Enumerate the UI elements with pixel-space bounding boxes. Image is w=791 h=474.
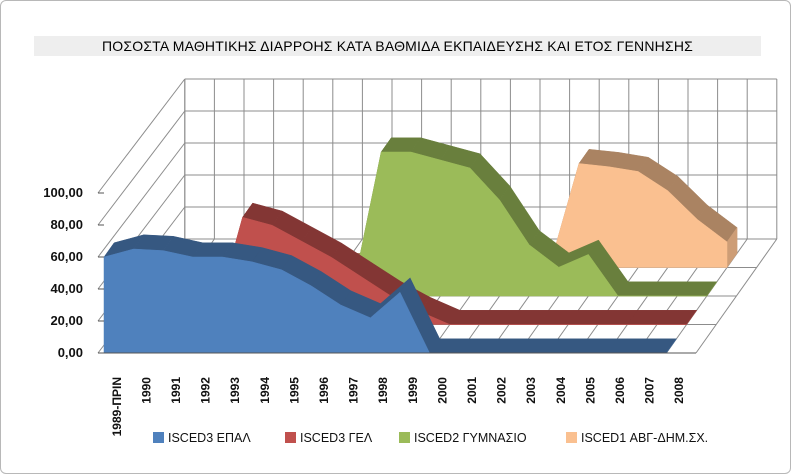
area-end-cap	[666, 338, 677, 354]
legend-swatch	[153, 432, 164, 443]
legend-label: ISCED3 ΓΕΛ	[300, 431, 373, 445]
x-axis-category-label: 2001	[465, 377, 479, 404]
x-axis-category-label: 2003	[524, 377, 538, 404]
x-axis-category-label: 2005	[583, 377, 597, 404]
chart-title-box: ΠΟΣΟΣΤΑ ΜΑΘΗΤΙΚΗΣ ΔΙΑΡΡΟΗΣ ΚΑΤΑ ΒΑΘΜΙΔΑ …	[34, 36, 761, 56]
x-axis-category-label: 2004	[554, 377, 568, 404]
x-axis-category-label: 1995	[287, 377, 301, 404]
legend-item: ISCED2 ΓΥΜΝΑΣΙΟ	[399, 431, 527, 445]
side-wall-gridline	[97, 78, 186, 194]
legend-swatch	[399, 432, 410, 443]
x-axis-category-label: 1992	[199, 377, 213, 404]
legend-label: ISCED3 ΕΠΑΛ	[168, 431, 251, 445]
y-axis-tick-label: 100,00	[43, 185, 83, 200]
legend-item: ISCED3 ΕΠΑΛ	[153, 431, 251, 445]
legend-label: ISCED2 ΓΥΜΝΑΣΙΟ	[414, 431, 527, 445]
x-axis-category-label: 2006	[613, 377, 627, 404]
x-axis-category-label: 1989-ΠΡΙΝ	[110, 377, 124, 436]
axis-layer: 0,00 20,00 40,00 60,00 80,00 100,00 1989-ΠΡΙΝ 1…	[43, 185, 696, 436]
y-axis-tick-label: 60,00	[50, 249, 83, 264]
x-axis-category-label: 1990	[139, 377, 153, 404]
side-wall-gridline	[97, 110, 186, 226]
legend: ISCED3 ΕΠΑΛ ISCED3 ΓΕΛ ISCED2 ΓΥΜΝΑΣΙΟ ISCE…	[153, 431, 708, 445]
x-axis-category-label: 1997	[347, 377, 361, 404]
x-axis-category-label: 1999	[406, 377, 420, 404]
legend-swatch	[285, 432, 296, 443]
x-axis-category-label: 2002	[495, 377, 509, 404]
x-axis-category-label: 1994	[258, 377, 272, 404]
x-axis-category-label: 1993	[228, 377, 242, 404]
y-axis-tick-label: 40,00	[50, 281, 83, 296]
legend-label: ISCED1 ΑΒΓ-ΔΗΜ.ΣΧ.	[581, 431, 708, 445]
legend-item: ISCED3 ΓΕΛ	[285, 431, 373, 445]
side-wall-gridline	[97, 142, 186, 258]
series-layer	[103, 137, 738, 354]
y-axis-tick-label: 20,00	[50, 313, 83, 328]
series-0	[103, 234, 677, 354]
area-end-cap	[706, 281, 718, 297]
y-axis-tick-label: 80,00	[50, 217, 83, 232]
x-axis-category-label: 2008	[672, 377, 686, 404]
chart-title: ΠΟΣΟΣΤΑ ΜΑΘΗΤΙΚΗΣ ΔΙΑΡΡΟΗΣ ΚΑΤΑ ΒΑΘΜΙΔΑ …	[101, 38, 694, 54]
x-axis-category-label: 1991	[169, 377, 183, 404]
area-end-cap	[686, 310, 697, 325]
legend-item: ISCED1 ΑΒΓ-ΔΗΜ.ΣΧ.	[566, 431, 708, 445]
y-axis-tick-label: 0,00	[58, 345, 83, 360]
legend-swatch	[566, 432, 577, 443]
x-axis-category-label: 2007	[643, 377, 657, 404]
x-axis-category-label: 2000	[435, 377, 449, 404]
x-axis-category-label: 1998	[376, 377, 390, 404]
x-axis-category-label: 1996	[317, 377, 331, 404]
